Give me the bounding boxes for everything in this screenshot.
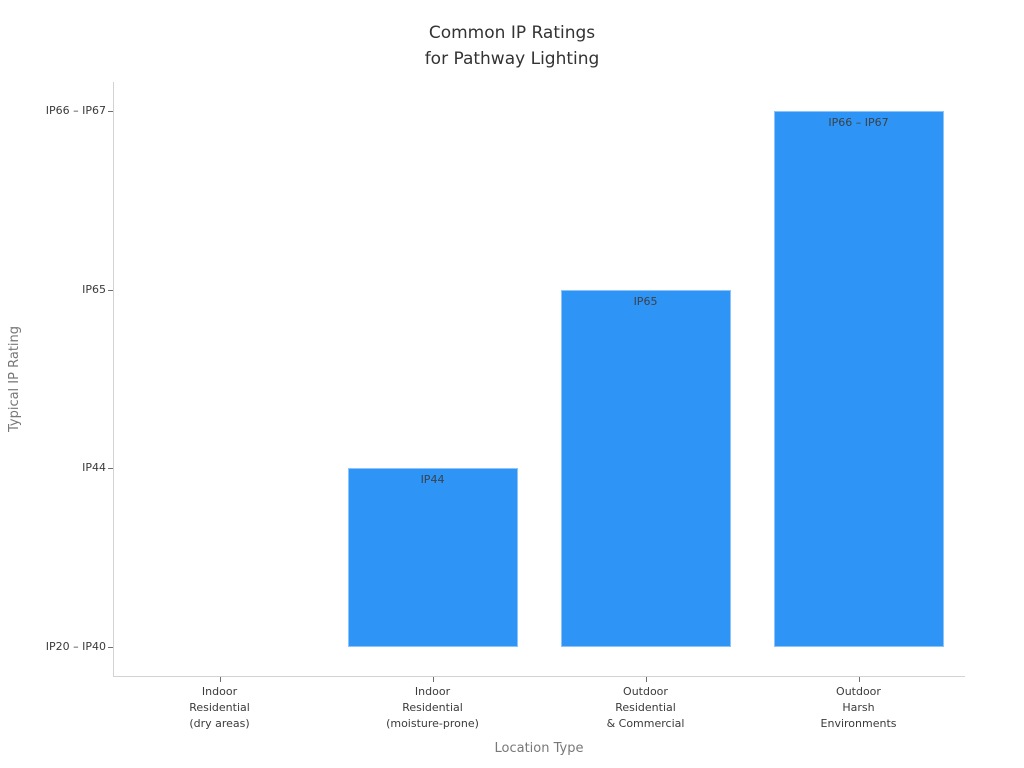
y-tick-label: IP66 – IP67	[45, 103, 106, 117]
x-tick-label: Indoor Residential (moisture-prone)	[323, 684, 543, 732]
x-tick-label-line: & Commercial	[606, 717, 685, 730]
bar-value-label: IP65	[633, 294, 658, 308]
x-tick-label-line: (moisture-prone)	[386, 717, 479, 730]
x-tick-label: Indoor Residential (dry areas)	[110, 684, 330, 732]
chart-title-line2: for Pathway Lighting	[424, 49, 600, 69]
bar-value-label: IP66 – IP67	[828, 115, 889, 129]
x-tick-label-line: Harsh	[842, 701, 875, 714]
y-tick-mark	[108, 647, 113, 648]
x-tick-mark	[645, 677, 647, 682]
x-tick-label-line: Outdoor	[836, 685, 881, 698]
x-tick-label-line: Residential	[189, 701, 250, 714]
bar	[773, 110, 944, 647]
y-tick-mark	[108, 289, 113, 291]
bar	[560, 289, 731, 647]
x-axis-spine	[113, 676, 965, 677]
x-tick-label: Outdoor Harsh Environments	[749, 684, 969, 732]
x-tick-label-line: Residential	[615, 701, 676, 714]
x-tick-mark	[858, 677, 860, 682]
x-tick-label-line: Indoor	[201, 685, 238, 698]
x-tick-label-line: (dry areas)	[189, 717, 250, 730]
x-tick-mark	[219, 677, 221, 682]
y-tick-mark	[108, 110, 113, 112]
x-tick-label-line: Outdoor	[623, 685, 668, 698]
chart-title: Common IP Ratings for Pathway Lighting	[0, 20, 1024, 72]
chart-title-line1: Common IP Ratings	[428, 23, 596, 43]
x-tick-mark	[432, 677, 434, 682]
x-tick-label-line: Indoor	[414, 685, 451, 698]
y-tick-label: IP65	[82, 282, 106, 296]
x-axis-title: Location Type	[494, 741, 584, 756]
y-tick-label: IP20 – IP40	[45, 640, 106, 653]
bar	[347, 468, 518, 647]
y-tick-label: IP44	[82, 461, 106, 475]
x-tick-label: Outdoor Residential & Commercial	[536, 684, 756, 732]
y-axis-spine	[113, 82, 114, 676]
y-tick-mark	[108, 468, 113, 470]
x-tick-label-line: Environments	[820, 717, 897, 730]
x-tick-label-line: Residential	[402, 701, 463, 714]
bar-value-label: IP44	[420, 473, 445, 487]
